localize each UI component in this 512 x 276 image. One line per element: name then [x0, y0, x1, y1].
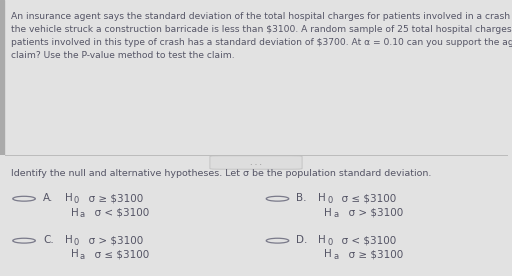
Text: σ > $3100: σ > $3100 — [82, 235, 143, 245]
Text: H: H — [324, 208, 332, 217]
Text: C.: C. — [43, 235, 54, 245]
Text: σ < $3100: σ < $3100 — [88, 208, 150, 217]
Text: . . .: . . . — [250, 158, 262, 167]
Text: a: a — [333, 252, 338, 261]
Text: A.: A. — [43, 193, 53, 203]
Text: H: H — [324, 250, 332, 259]
Text: H: H — [65, 235, 72, 245]
Text: An insurance agent says the standard deviation of the total hospital charges for: An insurance agent says the standard dev… — [11, 12, 512, 60]
Text: σ ≤ $3100: σ ≤ $3100 — [335, 193, 397, 203]
Text: σ ≥ $3100: σ ≥ $3100 — [342, 250, 403, 259]
Text: H: H — [318, 235, 326, 245]
Text: H: H — [318, 193, 326, 203]
Text: a: a — [80, 210, 85, 219]
Text: 0: 0 — [74, 238, 79, 247]
Text: σ ≤ $3100: σ ≤ $3100 — [88, 250, 150, 259]
Text: D.: D. — [296, 235, 308, 245]
Text: σ ≥ $3100: σ ≥ $3100 — [82, 193, 143, 203]
Text: a: a — [80, 252, 85, 261]
Text: H: H — [71, 208, 78, 217]
Bar — [0, 0, 4, 155]
Text: B.: B. — [296, 193, 307, 203]
Text: H: H — [71, 250, 78, 259]
Text: 0: 0 — [327, 238, 332, 247]
Text: 0: 0 — [327, 196, 332, 205]
FancyBboxPatch shape — [210, 156, 302, 169]
Text: 0: 0 — [74, 196, 79, 205]
Text: σ > $3100: σ > $3100 — [342, 208, 403, 217]
Text: H: H — [65, 193, 72, 203]
Text: σ < $3100: σ < $3100 — [335, 235, 397, 245]
Text: Identify the null and alternative hypotheses. Let σ be the population standard d: Identify the null and alternative hypoth… — [11, 169, 432, 178]
Text: a: a — [333, 210, 338, 219]
